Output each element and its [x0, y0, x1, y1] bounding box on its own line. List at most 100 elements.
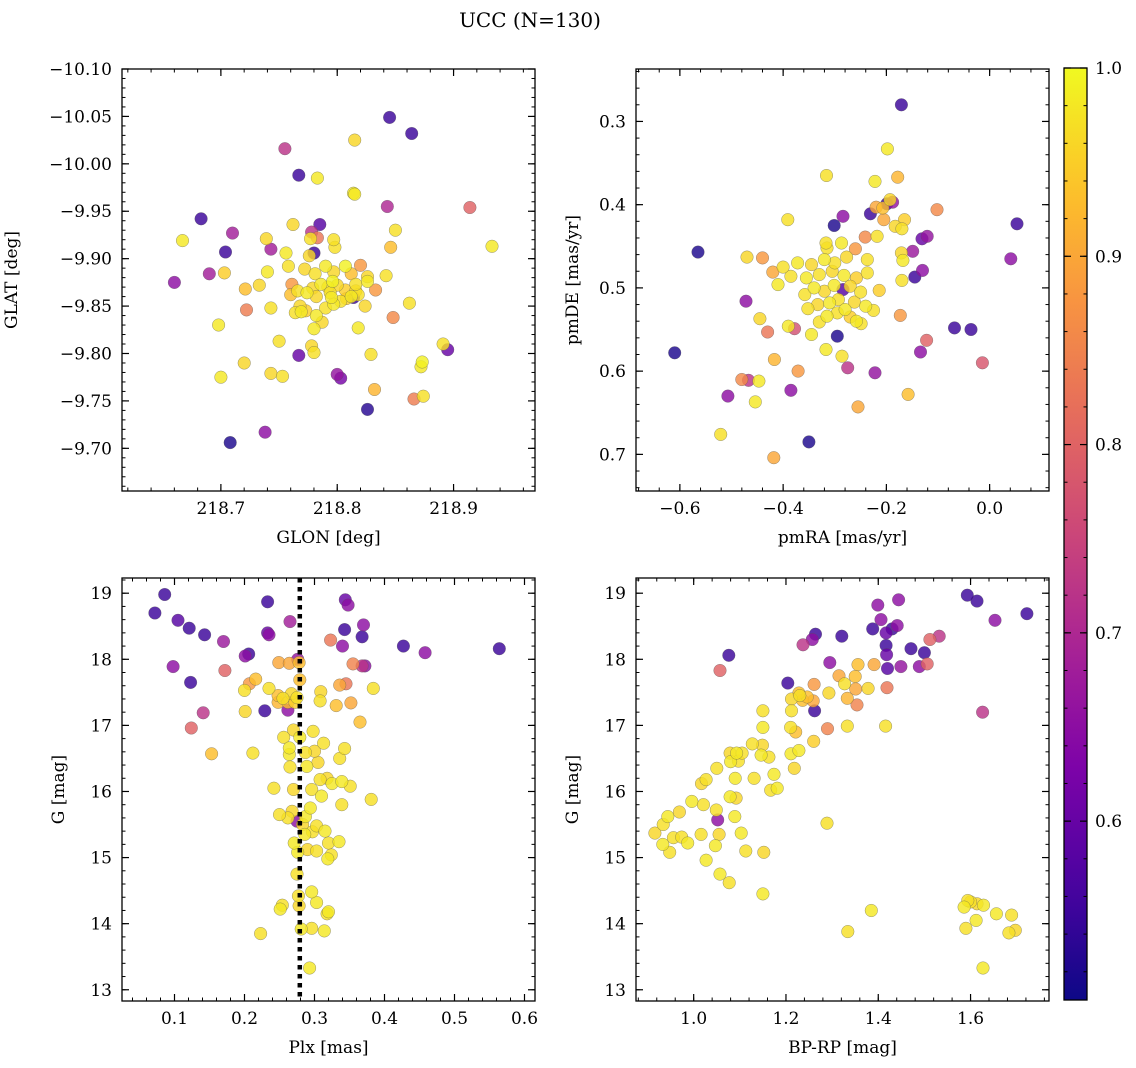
data-point: [283, 760, 297, 774]
data-point: [906, 244, 920, 258]
data-point: [728, 771, 742, 785]
x-tick-label: 0.4: [371, 1009, 398, 1029]
data-point: [485, 239, 499, 253]
data-point: [324, 290, 338, 305]
x-tick-label: 218.8: [313, 499, 362, 519]
data-point: [383, 110, 397, 124]
data-point: [893, 308, 907, 322]
y-tick-label: −10.00: [49, 155, 112, 175]
data-point: [883, 193, 897, 207]
data-point: [812, 268, 826, 282]
data-point: [148, 606, 162, 620]
data-point: [329, 699, 343, 713]
data-point: [341, 598, 355, 612]
y-axis-label: G [mag]: [563, 755, 583, 824]
data-point: [282, 741, 296, 755]
data-point: [307, 322, 321, 336]
x-axis-label: Plx [mas]: [288, 1038, 368, 1058]
data-point: [696, 798, 710, 812]
y-tick-label: 17: [90, 716, 112, 736]
data-point: [313, 773, 327, 787]
data-point: [798, 288, 812, 302]
data-point: [861, 681, 875, 695]
data-point: [781, 319, 795, 333]
data-point: [319, 259, 333, 273]
data-point: [261, 595, 275, 609]
data-point: [771, 278, 785, 292]
panel-pmra-pmde: −0.6 −0.4 −0.2 0.0 0.3 0.4 0.5 0.6 0.7 pmRA [mas/…: [563, 68, 1050, 548]
data-point: [278, 142, 292, 156]
x-tick-label: 1.2: [772, 1009, 799, 1029]
data-point: [492, 642, 506, 656]
data-point: [353, 715, 367, 729]
data-point: [314, 277, 328, 291]
y-tick-label: 14: [604, 915, 626, 935]
data-point: [300, 286, 314, 300]
data-point: [388, 223, 402, 237]
data-point: [756, 887, 770, 901]
data-point: [874, 613, 888, 627]
y-axis-label: G [mag]: [49, 755, 69, 824]
data-point: [894, 660, 908, 674]
data-point: [823, 656, 837, 670]
data-point: [415, 355, 429, 369]
y-tick-label: 16: [90, 782, 112, 802]
data-point: [756, 704, 770, 718]
data-point: [668, 346, 682, 360]
data-point: [672, 805, 686, 819]
data-point: [184, 675, 198, 689]
data-point: [840, 250, 854, 264]
data-point: [843, 279, 857, 293]
data-point: [367, 382, 382, 397]
data-point: [849, 314, 863, 328]
data-point: [1020, 607, 1034, 621]
data-point: [308, 267, 322, 281]
data-point: [841, 361, 855, 375]
data-point: [405, 126, 419, 141]
data-point: [838, 677, 852, 691]
colorbar-tick-label: 0.8: [1095, 436, 1122, 456]
y-tick-label: 13: [90, 981, 112, 1001]
data-point: [344, 290, 358, 304]
y-tick-label: 0.4: [599, 196, 626, 216]
data-point: [710, 761, 724, 775]
data-point: [436, 337, 450, 351]
data-point: [358, 299, 372, 313]
y-tick-label: 14: [90, 915, 112, 935]
data-point: [781, 676, 795, 690]
data-point: [947, 321, 962, 335]
data-point: [923, 632, 937, 647]
data-point: [860, 253, 874, 267]
data-point: [860, 266, 874, 280]
x-tick-label: 0.2: [231, 1009, 258, 1029]
data-point: [891, 170, 905, 184]
data-point: [694, 827, 708, 841]
data-point: [756, 720, 770, 734]
data-point: [767, 767, 781, 781]
data-point: [379, 269, 393, 283]
data-point: [281, 259, 295, 273]
data-point: [784, 269, 798, 283]
data-point: [267, 781, 281, 795]
data-point: [901, 387, 915, 401]
data-point: [661, 810, 675, 824]
data-point: [239, 303, 254, 317]
data-point: [348, 133, 362, 147]
data-point: [258, 704, 272, 718]
data-point: [730, 746, 744, 760]
data-point: [380, 199, 394, 214]
y-tick-label: 18: [604, 650, 626, 670]
x-tick-label: 1.4: [865, 1009, 892, 1029]
axes-frame: [635, 68, 1050, 492]
data-point: [349, 277, 363, 291]
data-point: [294, 305, 308, 319]
data-point: [761, 325, 775, 339]
data-point: [866, 622, 880, 636]
x-axis-label: GLON [deg]: [276, 528, 380, 548]
data-point: [264, 366, 278, 380]
data-point: [463, 200, 477, 215]
data-point: [804, 327, 819, 342]
data-point: [348, 187, 362, 201]
data-point: [876, 201, 890, 215]
data-point: [225, 226, 240, 240]
